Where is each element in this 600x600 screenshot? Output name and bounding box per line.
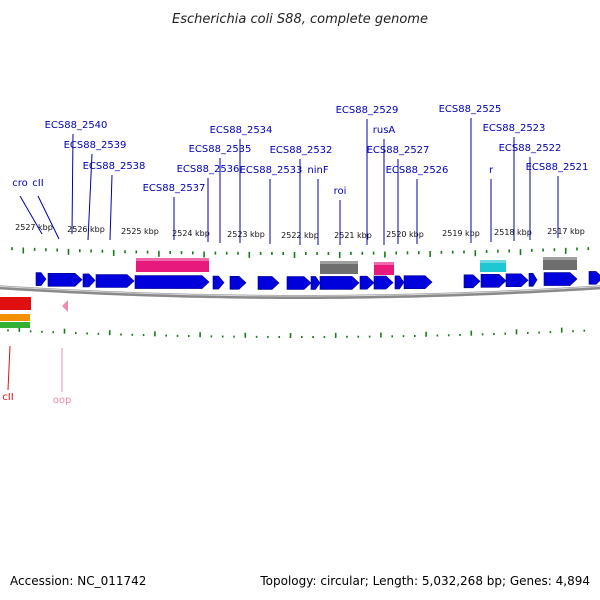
genome-backbone bbox=[0, 285, 600, 300]
gene-label: ECS88_2539 bbox=[64, 140, 127, 151]
feature-block bbox=[136, 258, 209, 272]
label-leader bbox=[7, 345, 11, 391]
label-leader bbox=[109, 174, 113, 241]
gene-label: ECS88_2536 bbox=[177, 164, 240, 175]
gene-arrow bbox=[505, 273, 529, 288]
gene-arrow bbox=[480, 274, 507, 288]
ruler-label: 2521 kbp bbox=[334, 231, 372, 240]
feature-block bbox=[320, 261, 358, 274]
backbone-line bbox=[0, 285, 600, 300]
gene-label: cII bbox=[32, 178, 43, 189]
feature-block-shine bbox=[320, 261, 358, 264]
gene-arrow bbox=[463, 274, 481, 289]
gene-label: ECS88_2523 bbox=[483, 123, 546, 134]
gene-arrow bbox=[310, 276, 321, 290]
feature-block bbox=[543, 257, 577, 270]
ruler-label: 2525 kbp bbox=[121, 227, 159, 236]
feature-block bbox=[374, 262, 394, 275]
label-leader bbox=[87, 153, 93, 241]
gene-label: cro bbox=[12, 178, 28, 189]
accession-text: Accession: NC_011742 bbox=[10, 574, 147, 588]
gene-arrow bbox=[257, 276, 280, 290]
gene-label: cII bbox=[2, 392, 13, 403]
gene-arrow bbox=[359, 275, 375, 290]
gene-label: ECS88_2532 bbox=[270, 145, 333, 156]
gene-arrow bbox=[403, 275, 433, 289]
ruler-label: 2519 kbp bbox=[442, 229, 480, 238]
gene-label: ECS88_2535 bbox=[189, 144, 252, 155]
feature-block-shine bbox=[480, 260, 506, 263]
gene-label: ECS88_2525 bbox=[439, 104, 502, 115]
gene-arrow bbox=[62, 300, 68, 312]
gene-label: rusA bbox=[373, 125, 396, 136]
backbone-highlight bbox=[0, 285, 600, 297]
feature-block-shine bbox=[136, 258, 209, 261]
genome-summary-text: Topology: circular; Length: 5,032,268 bp… bbox=[260, 574, 590, 588]
gene-label: ECS88_2526 bbox=[386, 165, 449, 176]
gene-arrow bbox=[212, 275, 225, 290]
outer-tick-track bbox=[11, 247, 590, 258]
gene-arrow bbox=[373, 275, 394, 290]
gene-arrow bbox=[543, 272, 578, 286]
feature-block bbox=[480, 260, 506, 272]
map-title: Escherichia coli S88, complete genome bbox=[172, 12, 428, 27]
ruler-labels: 2527 kbp 2526 kbp 2525 kbp 2524 kbp 2523 kbp… bbox=[15, 223, 585, 240]
gene-arrow bbox=[95, 274, 135, 288]
feature-block bbox=[0, 297, 31, 310]
gene-label: ECS88_2527 bbox=[367, 145, 430, 156]
gene-label: ECS88_2521 bbox=[526, 162, 589, 173]
feature-block bbox=[0, 322, 30, 328]
feature-block-shine bbox=[543, 257, 577, 260]
gene-arrow bbox=[588, 271, 600, 285]
gene-label: ECS88_2540 bbox=[45, 120, 108, 131]
feature-block bbox=[0, 314, 30, 321]
gene-label: r bbox=[489, 165, 494, 176]
label-leaders bbox=[19, 118, 559, 245]
feature-block-shine bbox=[374, 262, 394, 265]
gene-arrow bbox=[35, 272, 47, 286]
ruler-label: 2526 kbp bbox=[67, 225, 105, 234]
gene-arrow bbox=[528, 273, 538, 287]
gene-label: ECS88_2537 bbox=[143, 183, 206, 194]
gene-arrow bbox=[82, 273, 96, 288]
gene-label: oop bbox=[53, 395, 72, 406]
gene-label: roi bbox=[334, 186, 347, 197]
gene-label: ninF bbox=[307, 165, 328, 176]
ruler-label: 2520 kbp bbox=[386, 230, 424, 239]
ruler-label: 2518 kbp bbox=[494, 228, 532, 237]
label-leader bbox=[37, 195, 60, 240]
gene-arrow bbox=[394, 275, 405, 290]
ruler-label: 2527 kbp bbox=[15, 223, 53, 232]
gene-label: ECS88_2522 bbox=[499, 143, 562, 154]
gene-arrow bbox=[47, 272, 83, 287]
gene-arrow bbox=[319, 276, 360, 290]
gene-label: ECS88_2533 bbox=[240, 165, 303, 176]
gene-track bbox=[35, 271, 600, 290]
gene-label: ECS88_2534 bbox=[210, 125, 273, 136]
inner-tick-track bbox=[7, 326, 586, 338]
feature-track bbox=[136, 257, 577, 275]
ruler-label: 2524 kbp bbox=[172, 229, 210, 238]
ruler-label: 2523 kbp bbox=[227, 230, 265, 239]
label-leader bbox=[19, 195, 43, 235]
gene-arrow bbox=[229, 275, 247, 290]
ruler-label: 2517 kbp bbox=[547, 227, 585, 236]
gene-label: ECS88_2538 bbox=[83, 161, 146, 172]
gene-arrow bbox=[286, 276, 312, 290]
lower-features: cII oop bbox=[0, 297, 71, 406]
gene-labels: cro cII ECS88_2540 ECS88_2539 ECS88_2538 ECS8… bbox=[12, 104, 588, 197]
gene-arrow bbox=[134, 275, 210, 289]
gene-label: ECS88_2529 bbox=[336, 105, 399, 116]
label-leader bbox=[71, 133, 74, 235]
